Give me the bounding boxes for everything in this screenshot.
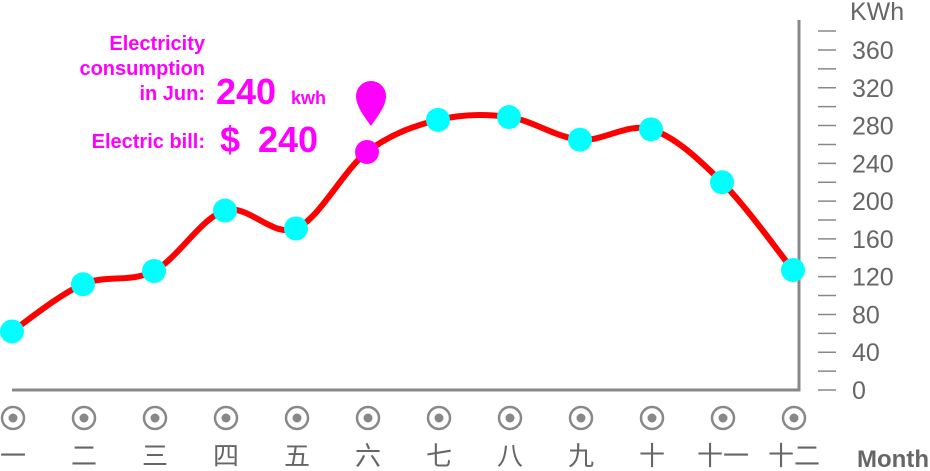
y-tick-label: 80 [852,301,880,329]
y-tick-label: 200 [852,188,894,216]
annotation-consumption-value: 240 [216,71,276,112]
y-axis-unit-label: KWh [850,0,904,26]
x-axis-label: Month [857,446,929,471]
data-point[interactable] [0,319,24,344]
month-label: 四 [213,442,239,471]
axes-group: 0 40 80 120 160 200 240 280 320 360 KWh [12,0,904,405]
data-point[interactable] [142,259,166,283]
annotation-group: Electricity consumption in Jun: 240 kwh … [79,33,386,160]
y-tick-label: 0 [852,377,866,405]
month-label: 二 [71,442,97,471]
month-label: 八 [497,442,523,471]
data-point[interactable] [284,216,308,241]
radio-dot-icon-center [79,413,89,423]
y-tick-label: 240 [852,150,894,178]
radio-dot-icon-center [718,413,728,423]
data-point[interactable] [781,258,805,283]
data-point[interactable] [710,170,734,195]
radio-dot-icon-center [292,413,302,423]
data-point[interactable] [71,272,95,297]
radio-dot-icon-center [505,413,515,423]
month-label: 七 [426,442,452,471]
y-tick-label: 280 [852,113,894,141]
month-label: 十 [639,442,665,471]
radio-dot-icon-center [434,413,444,423]
radio-dot-icon-center [8,413,18,423]
data-point[interactable] [639,117,663,142]
month-label: 六 [355,442,381,471]
data-point[interactable] [497,105,521,130]
month-label: 十一 [697,442,749,471]
y-tick-label: 120 [852,264,894,292]
y-tick-label: 40 [852,339,880,367]
annotation-consumption-unit: kwh [291,88,326,108]
month-label: 五 [284,442,310,471]
map-pin-icon [356,81,386,126]
data-point[interactable] [426,107,450,132]
points-group [0,105,805,344]
annotation-consumption-line2: consumption [79,58,205,80]
annotation-consumption-line3: in Jun: [139,83,205,105]
radio-dot-icon-center [363,413,373,423]
radio-dot-icon-center [789,413,799,423]
month-label: 九 [568,442,594,471]
annotation-bill-currency: $ [220,119,240,160]
radio-dot-icon-center [150,413,160,423]
y-tick-label: 360 [852,37,894,65]
data-point[interactable] [568,127,592,152]
radio-dot-icon-center [647,413,657,423]
annotation-bill-value: 240 [258,119,318,160]
month-label: 三 [142,442,168,471]
radio-dot-icon-center [576,413,586,423]
data-point-highlighted[interactable] [355,140,379,164]
month-label: 一 [0,442,26,471]
month-label: 十二 [768,442,820,471]
y-tick-label: 320 [852,75,894,103]
radio-dot-icon-center [221,413,231,423]
data-point[interactable] [213,198,237,223]
y-tick-label: 160 [852,226,894,254]
annotation-bill-label: Electric bill: [92,131,205,153]
annotation-consumption-line1: Electricity [109,33,205,55]
month-axis-group: 一 二 三 四 五 六 七 八 九 十 十一 十二 Month [0,405,929,471]
